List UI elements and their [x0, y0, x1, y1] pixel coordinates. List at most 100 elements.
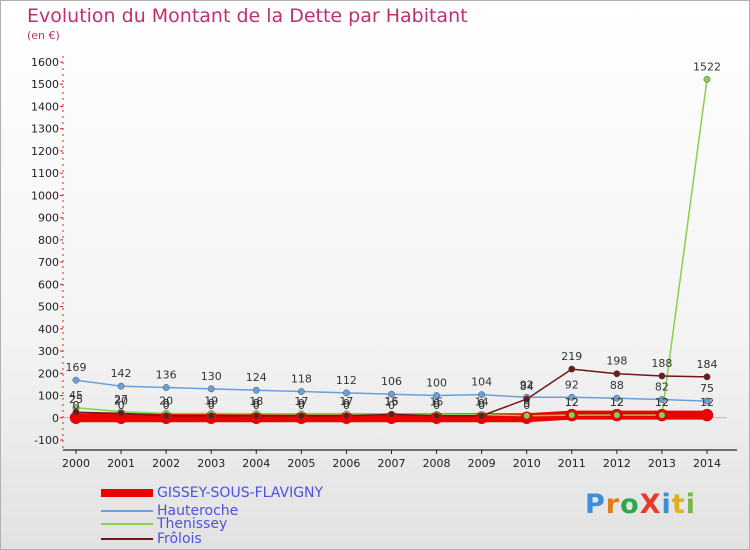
series-point [388, 390, 395, 398]
data-label: 27 [114, 393, 128, 406]
data-label: 0 [73, 399, 80, 412]
axes: -100010020030040050060070080090010001100… [31, 56, 737, 470]
data-label: 124 [246, 371, 267, 384]
legend-swatch [101, 538, 153, 540]
data-label: 12 [610, 396, 624, 409]
series-point [658, 372, 666, 380]
series-point [478, 412, 486, 420]
data-label: 219 [561, 350, 582, 363]
chart-title: Evolution du Montant de la Dette par Hab… [27, 5, 468, 27]
series-point [568, 411, 576, 419]
data-label: 45 [69, 389, 83, 402]
data-label: 0 [253, 399, 260, 412]
data-label: 75 [700, 382, 714, 395]
series-point [613, 370, 621, 378]
series-point [342, 412, 350, 420]
series-point [252, 412, 260, 420]
x-tick-label: 2002 [152, 457, 180, 470]
data-label: 12 [610, 396, 624, 409]
x-tick-label: 2007 [378, 457, 406, 470]
series-point [207, 385, 215, 393]
x-tick-label: 2014 [693, 457, 721, 470]
legend-item-frolois: Frôlois [101, 531, 202, 547]
x-tick-label: 2000 [62, 457, 90, 470]
data-label: 0 [118, 399, 125, 412]
data-label: 20 [159, 394, 173, 407]
series-point [433, 392, 441, 399]
legend-swatch [101, 489, 153, 497]
data-label: 92 [565, 378, 579, 391]
series-point [162, 384, 170, 391]
data-label: 9 [298, 397, 305, 410]
y-tick-label: 600 [38, 278, 59, 291]
series-point [117, 409, 125, 417]
y-tick-label: 0 [52, 412, 59, 425]
y-tick-label: 400 [38, 323, 59, 336]
data-label: 20 [114, 394, 128, 407]
series-point [162, 412, 170, 420]
data-label: 9 [478, 397, 485, 410]
data-label: 0 [523, 399, 530, 412]
y-tick-label: 1300 [31, 123, 59, 136]
series-point [568, 393, 576, 401]
data-label: 0 [388, 399, 395, 412]
legend-swatch [101, 523, 153, 525]
unit-label: (en €) [27, 29, 60, 42]
series-point [703, 75, 711, 83]
data-label: 16 [385, 395, 399, 408]
data-label: 106 [381, 375, 402, 388]
data-label: 0 [298, 399, 305, 412]
data-label: 0 [163, 399, 170, 412]
data-label: 9 [208, 397, 215, 410]
data-label: 12 [565, 396, 579, 409]
y-tick-label: 1600 [31, 56, 59, 69]
series-point [72, 376, 80, 384]
series-point [658, 396, 666, 403]
y-tick-label: 500 [38, 301, 59, 314]
data-label: 142 [111, 367, 132, 380]
y-tick-label: 700 [38, 256, 59, 269]
data-label: 9 [523, 397, 530, 410]
data-label: 130 [201, 370, 222, 383]
x-tick-label: 2012 [603, 457, 631, 470]
data-label: 82 [655, 381, 669, 394]
y-tick-label: 1200 [31, 145, 59, 158]
data-label: 0 [343, 399, 350, 412]
data-label: 112 [336, 374, 357, 387]
series-point [523, 395, 531, 403]
x-tick-label: 2010 [513, 457, 541, 470]
logo-letter: X [639, 489, 662, 520]
data-label: 104 [471, 376, 492, 389]
y-tick-label: 800 [38, 234, 59, 247]
y-tick-label: -100 [34, 434, 59, 447]
series-point [252, 386, 260, 394]
data-label: 9 [253, 397, 260, 410]
data-label: 169 [66, 361, 87, 374]
data-label: 136 [156, 369, 177, 382]
series-point [297, 412, 305, 420]
data-label: 1522 [693, 60, 721, 73]
legend-swatch [101, 510, 153, 512]
data-label: 12 [655, 396, 669, 409]
series-point [613, 394, 621, 402]
series-point [207, 412, 215, 420]
data-label: 9 [433, 397, 440, 410]
data-label: 9 [163, 397, 170, 410]
data-label: 184 [697, 358, 718, 371]
data-label: 17 [294, 395, 308, 408]
data-label: 88 [610, 379, 624, 392]
logo-letter: i [661, 489, 672, 520]
data-label: 118 [291, 373, 312, 386]
legend-label: Thenissey [157, 516, 228, 532]
data-label: 100 [426, 377, 447, 390]
series-points [69, 75, 714, 425]
series-point [523, 412, 531, 420]
legend-label: Hauteroche [157, 503, 239, 519]
y-tick-label: 1500 [31, 78, 59, 91]
data-label: 18 [249, 395, 263, 408]
data-label: 15 [430, 395, 444, 408]
y-tick-label: 1000 [31, 189, 59, 202]
series-point [700, 408, 714, 422]
data-label: 17 [339, 395, 353, 408]
